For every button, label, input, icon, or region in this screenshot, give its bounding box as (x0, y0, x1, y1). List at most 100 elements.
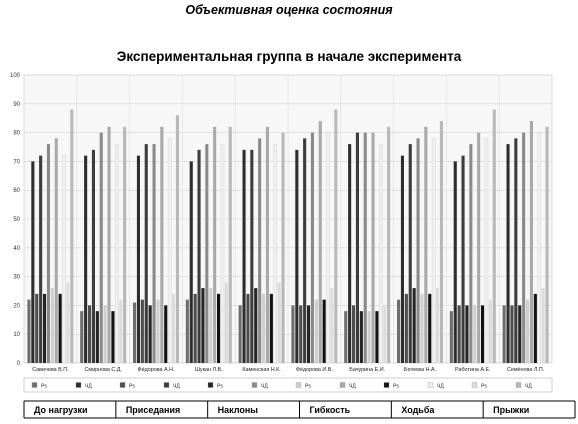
bar (359, 311, 363, 363)
bar (123, 126, 127, 363)
bar (469, 144, 473, 363)
bar (408, 144, 412, 363)
bar (224, 282, 228, 363)
legend-swatch (207, 382, 214, 388)
bar (348, 144, 352, 363)
bar (355, 132, 359, 363)
bar (529, 121, 533, 363)
legend-label: Рs (129, 384, 135, 390)
bar (197, 149, 201, 363)
bar (371, 132, 375, 363)
bar (175, 115, 179, 363)
x-tick-label: Фёдорова А.Н. (137, 367, 174, 373)
bar (379, 143, 383, 364)
bar (217, 293, 221, 363)
bar (31, 161, 35, 363)
bar (506, 144, 510, 363)
x-tick-label: Фёдорова И.В. (296, 367, 333, 373)
bar (62, 155, 66, 364)
bar (273, 143, 278, 364)
bar (375, 311, 379, 363)
bar (307, 305, 311, 363)
bar (481, 305, 485, 363)
bar (193, 293, 197, 363)
bar (209, 288, 213, 363)
bar (156, 299, 160, 363)
bar (242, 149, 246, 363)
legend-swatch (251, 382, 258, 388)
bar (457, 305, 461, 363)
legend: Рs ЧД Рs ЧД Рs ЧД Рs ЧД Рs ЧД Рs ЧД (23, 377, 553, 393)
y-tick-label: 0 (17, 361, 21, 367)
bar (91, 149, 95, 363)
bar (326, 132, 330, 364)
bar (172, 293, 176, 363)
bar (453, 161, 457, 363)
bar (136, 155, 140, 363)
bar (46, 144, 50, 363)
x-tick-label: Бегеева Н.А. (404, 367, 436, 373)
bar (111, 311, 115, 363)
x-tick-label: Савичева В.П. (32, 367, 68, 373)
bar (526, 299, 530, 363)
bar (322, 299, 326, 363)
legend-swatch (31, 382, 38, 388)
x-tick-label: Каменская Н.К. (242, 367, 280, 373)
bar (269, 293, 273, 363)
bar (416, 138, 420, 363)
group-label: Ходьба (401, 405, 435, 415)
y-tick-label: 60 (13, 188, 20, 194)
y-tick-label: 50 (13, 217, 20, 223)
bar (107, 126, 111, 363)
grid-lines (23, 74, 553, 364)
legend-box (23, 377, 553, 393)
bar (424, 126, 428, 363)
bar (119, 299, 123, 363)
bar (70, 109, 74, 363)
bar (352, 305, 356, 363)
bar (412, 288, 416, 363)
legend-swatch (339, 382, 346, 388)
bar (334, 109, 338, 363)
bar (213, 126, 217, 363)
x-tick-label: Смирнова С.Д. (84, 367, 121, 373)
bar (545, 126, 549, 363)
bar (522, 132, 526, 363)
bar (54, 138, 58, 363)
bar (99, 132, 103, 363)
legend-label: Рs (217, 384, 223, 390)
bar (281, 132, 285, 363)
bar (167, 138, 172, 364)
group-label: Гибкость (310, 405, 351, 415)
bar (314, 299, 318, 363)
bar (465, 305, 469, 363)
bar (103, 305, 107, 363)
legend-label: Рs (305, 384, 311, 390)
y-tick-label: 100 (10, 73, 21, 79)
bar (277, 282, 281, 363)
bar (189, 161, 193, 363)
bar (299, 305, 303, 363)
y-tick-label: 70 (13, 159, 20, 165)
bar (95, 311, 99, 363)
bar (449, 311, 453, 363)
legend-swatch (383, 382, 390, 388)
bar (303, 138, 307, 363)
bar (246, 293, 250, 363)
bar (428, 293, 432, 363)
bar (133, 302, 137, 363)
bar (400, 155, 404, 363)
legend-label: ЧД (349, 384, 356, 390)
x-tick-label: Бачурина Е.И. (349, 367, 385, 373)
bar (420, 293, 424, 363)
bar (436, 288, 440, 363)
legend-label: ЧД (85, 384, 92, 390)
bar (387, 126, 391, 363)
legend-swatch (427, 382, 434, 388)
bar (541, 288, 545, 363)
bar (514, 138, 518, 363)
bar (160, 126, 164, 363)
x-tick-label: Семёнова Л.П. (507, 367, 544, 373)
bar (518, 305, 522, 363)
bar (363, 132, 367, 363)
